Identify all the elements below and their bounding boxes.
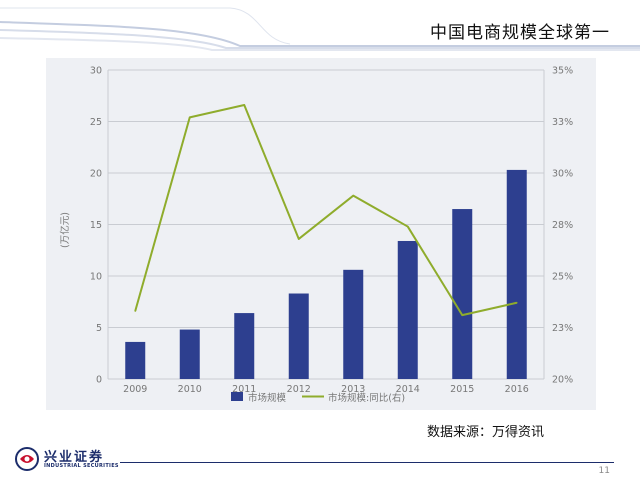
y-tick-label-left: 10 bbox=[90, 272, 102, 283]
bar-2016 bbox=[506, 169, 527, 379]
bar-2013 bbox=[343, 269, 364, 379]
y-tick-label-right: 33% bbox=[552, 117, 573, 128]
growth-point-2016 bbox=[515, 301, 518, 304]
y-tick-label-left: 0 bbox=[96, 375, 102, 386]
chart-bars bbox=[125, 169, 527, 379]
y-axis-label: (万亿元) bbox=[59, 212, 71, 248]
chart-legend: 市场规模 市场规模:同比(右) bbox=[231, 392, 405, 404]
growth-point-2011 bbox=[243, 104, 246, 106]
growth-point-2014 bbox=[406, 225, 409, 228]
bar-2014 bbox=[397, 240, 418, 379]
x-tick-label: 2010 bbox=[178, 384, 202, 395]
x-tick-label: 2012 bbox=[287, 384, 311, 395]
header-wave-decoration bbox=[0, 7, 640, 51]
x-tick-label: 2015 bbox=[450, 384, 474, 395]
legend-line-label: 市场规模:同比(右) bbox=[328, 392, 405, 404]
industrial-securities-logo-icon bbox=[15, 447, 39, 471]
header-banner: 中国电商规模全球第一 bbox=[0, 0, 640, 52]
x-tick-label: 2013 bbox=[341, 384, 365, 395]
footer-divider bbox=[120, 462, 614, 463]
chart-canvas: 0 20% 5 23% 10 25% 15 28% 20 30% 25 33% 30 35% 2009 201… bbox=[59, 66, 573, 405]
y-tick-label-right: 35% bbox=[552, 66, 573, 77]
bar-2015 bbox=[452, 209, 473, 379]
company-logo: 兴业证券 INDUSTRIAL SECURITIES bbox=[14, 446, 124, 474]
y-tick-label-left: 25 bbox=[90, 117, 102, 128]
growth-rate-line bbox=[134, 104, 517, 317]
chart-line-series bbox=[134, 104, 518, 317]
growth-point-2010 bbox=[188, 116, 191, 119]
chart-axes: 0 20% 5 23% 10 25% 15 28% 20 30% 25 33% 30 35% 2009 201… bbox=[90, 66, 573, 396]
growth-point-2012 bbox=[297, 238, 300, 240]
bar-2010 bbox=[179, 329, 200, 379]
x-tick-label: 2014 bbox=[396, 384, 420, 395]
bar-2012 bbox=[288, 293, 309, 379]
legend-bar-swatch bbox=[231, 392, 243, 401]
y-tick-label-right: 20% bbox=[552, 375, 573, 386]
page-title: 中国电商规模全球第一 bbox=[430, 23, 610, 43]
y-tick-label-left: 20 bbox=[90, 169, 102, 180]
growth-point-2013 bbox=[352, 194, 355, 197]
y-tick-label-left: 30 bbox=[90, 66, 102, 77]
page-number: 11 bbox=[598, 466, 610, 476]
growth-point-2015 bbox=[461, 314, 464, 316]
x-tick-label: 2011 bbox=[232, 384, 256, 395]
logo-chinese-name: 兴业证券 bbox=[44, 450, 105, 465]
chart-gridlines bbox=[108, 69, 544, 380]
legend-bar-label: 市场规模 bbox=[248, 392, 287, 404]
source-note: 数据来源：万得资讯 bbox=[427, 425, 545, 440]
y-tick-label-right: 23% bbox=[552, 323, 573, 334]
bar-2009 bbox=[125, 341, 146, 379]
chart-panel: 0 20% 5 23% 10 25% 15 28% 20 30% 25 33% 30 35% 2009 201… bbox=[46, 58, 596, 410]
y-tick-label-right: 28% bbox=[552, 220, 573, 231]
x-tick-label: 2016 bbox=[505, 384, 529, 395]
growth-point-2009 bbox=[134, 310, 137, 312]
y-tick-label-right: 30% bbox=[552, 169, 573, 180]
x-tick-label: 2009 bbox=[123, 384, 147, 395]
y-tick-label-left: 5 bbox=[96, 323, 102, 334]
bar-2011 bbox=[234, 313, 255, 379]
y-tick-label-left: 15 bbox=[90, 220, 102, 231]
y-tick-label-right: 25% bbox=[552, 272, 573, 283]
logo-english-name: INDUSTRIAL SECURITIES bbox=[44, 463, 119, 469]
